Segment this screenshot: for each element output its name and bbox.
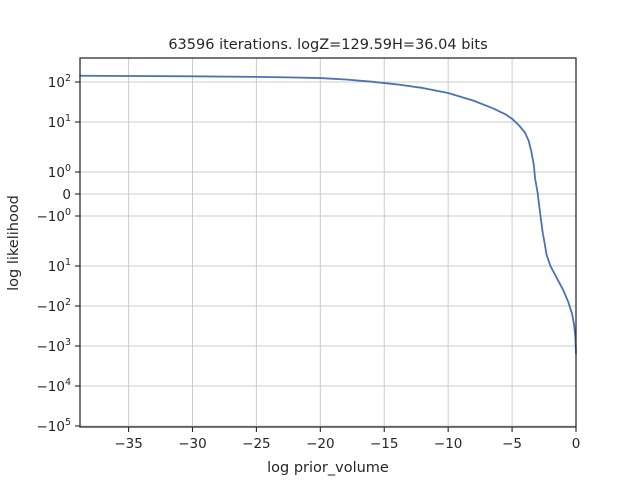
y-tick-label: 0: [62, 187, 71, 203]
y-tick-label: 100: [48, 163, 71, 181]
y-tick-label: 102: [48, 73, 71, 91]
x-tick-label: −20: [306, 436, 335, 452]
x-tick-label: −30: [178, 436, 207, 452]
x-axis-label: log prior_volume: [267, 460, 389, 476]
x-tick-label: 0: [572, 436, 581, 452]
likelihood-series-line: [79, 74, 577, 354]
y-axis-label: log likelihood: [6, 195, 22, 291]
y-tick-label: −104: [36, 377, 71, 395]
y-tick-label: −105: [36, 417, 71, 435]
y-tick-label: −103: [36, 337, 71, 355]
y-tick-label: −102: [36, 297, 71, 315]
plot-frame: [79, 57, 577, 428]
chart-title: 63596 iterations. logZ=129.59H=36.04 bit…: [168, 37, 487, 53]
x-tick-label: −35: [114, 436, 143, 452]
y-tick-label: 101: [48, 113, 71, 131]
grid: [80, 58, 577, 427]
y-axis: 102 101 100 0 −100 101 −102 −103 −104 −105: [36, 73, 80, 435]
y-tick-label: 101: [48, 257, 71, 275]
x-axis: −35 −30 −25 −20 −15 −10 −5 0: [114, 427, 580, 452]
x-tick-label: −10: [434, 436, 463, 452]
x-tick-label: −25: [242, 436, 271, 452]
series-layer: [79, 74, 577, 354]
x-tick-label: −15: [370, 436, 399, 452]
x-tick-label: −5: [502, 436, 522, 452]
y-tick-label: −100: [36, 207, 71, 225]
